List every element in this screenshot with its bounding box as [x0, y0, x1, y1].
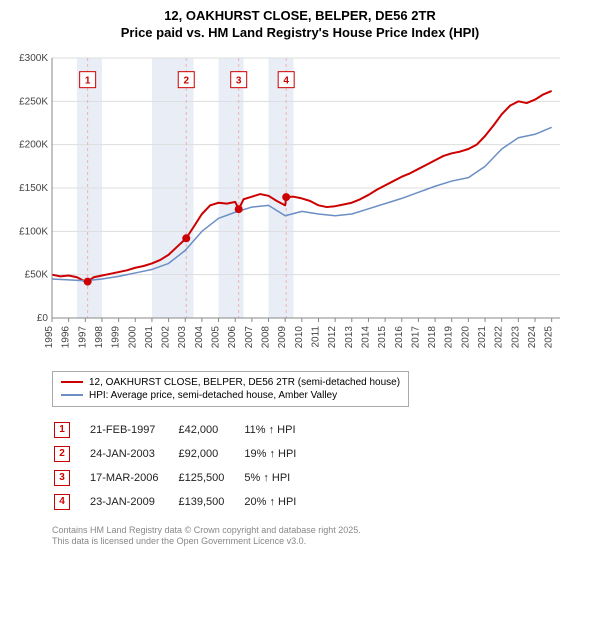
- svg-text:2008: 2008: [261, 325, 272, 348]
- footer-line: This data is licensed under the Open Gov…: [52, 536, 590, 548]
- svg-text:2019: 2019: [444, 325, 455, 348]
- transaction-date: 17-MAR-2006: [90, 467, 176, 489]
- svg-text:4: 4: [283, 75, 289, 86]
- legend-label: 12, OAKHURST CLOSE, BELPER, DE56 2TR (se…: [89, 377, 400, 388]
- page-title: 12, OAKHURST CLOSE, BELPER, DE56 2TR: [10, 8, 590, 25]
- transaction-date: 21-FEB-1997: [90, 419, 176, 441]
- svg-text:1999: 1999: [111, 325, 122, 348]
- legend: 12, OAKHURST CLOSE, BELPER, DE56 2TR (se…: [52, 371, 409, 407]
- marker-number-box: 4: [54, 494, 70, 510]
- svg-text:£50K: £50K: [25, 269, 49, 280]
- line-chart: £0 £50K £100K £150K £200K £250K £300K 1995 1996 1…: [10, 48, 570, 358]
- transaction-delta: 5% ↑ HPI: [244, 467, 314, 489]
- svg-text:1: 1: [85, 75, 91, 86]
- transaction-delta: 19% ↑ HPI: [244, 443, 314, 465]
- page-subtitle: Price paid vs. HM Land Registry's House …: [10, 25, 590, 42]
- legend-item: HPI: Average price, semi-detached house,…: [61, 389, 400, 402]
- transaction-row: 4 23-JAN-2009£139,50020% ↑ HPI: [54, 491, 314, 513]
- legend-swatch: [61, 394, 83, 396]
- transaction-price: £139,500: [178, 491, 242, 513]
- svg-text:2011: 2011: [310, 325, 321, 347]
- marker-number-box: 1: [54, 422, 70, 438]
- svg-text:2010: 2010: [294, 325, 305, 348]
- svg-text:2021: 2021: [477, 325, 488, 348]
- transaction-price: £42,000: [178, 419, 242, 441]
- chart-container: 12, OAKHURST CLOSE, BELPER, DE56 2TR Pri…: [0, 0, 600, 556]
- svg-text:2020: 2020: [460, 325, 471, 348]
- transactions-table: 1 21-FEB-1997£42,00011% ↑ HPI 2 24-JAN-2003…: [52, 417, 316, 515]
- svg-text:2003: 2003: [177, 325, 188, 348]
- svg-text:£250K: £250K: [19, 96, 48, 107]
- transaction-date: 23-JAN-2009: [90, 491, 176, 513]
- footer-line: Contains HM Land Registry data © Crown c…: [52, 525, 590, 537]
- svg-text:£100K: £100K: [19, 226, 48, 237]
- transaction-delta: 11% ↑ HPI: [244, 419, 314, 441]
- svg-text:2014: 2014: [360, 325, 371, 348]
- svg-text:1998: 1998: [94, 325, 105, 348]
- svg-text:2022: 2022: [494, 325, 505, 348]
- svg-text:2005: 2005: [211, 325, 222, 348]
- svg-text:2007: 2007: [244, 325, 255, 348]
- svg-text:£150K: £150K: [19, 183, 48, 194]
- svg-text:2023: 2023: [510, 325, 521, 348]
- svg-text:2013: 2013: [344, 325, 355, 348]
- marker-number-box: 3: [54, 470, 70, 486]
- svg-text:1997: 1997: [77, 325, 88, 348]
- marker-number-box: 2: [54, 446, 70, 462]
- svg-text:1995: 1995: [44, 325, 55, 348]
- chart-area: £0 £50K £100K £150K £200K £250K £300K 1995 1996 1…: [10, 48, 590, 363]
- transaction-delta: 20% ↑ HPI: [244, 491, 314, 513]
- svg-text:2009: 2009: [277, 325, 288, 348]
- legend-swatch: [61, 381, 83, 383]
- svg-text:2002: 2002: [161, 325, 172, 348]
- svg-text:£0: £0: [37, 313, 49, 324]
- svg-text:2017: 2017: [410, 325, 421, 348]
- svg-text:3: 3: [236, 75, 242, 86]
- svg-text:2004: 2004: [194, 325, 205, 348]
- svg-text:1996: 1996: [61, 325, 72, 348]
- svg-text:2015: 2015: [377, 325, 388, 348]
- transaction-row: 3 17-MAR-2006£125,5005% ↑ HPI: [54, 467, 314, 489]
- transaction-price: £125,500: [178, 467, 242, 489]
- svg-text:2: 2: [183, 75, 189, 86]
- svg-text:2000: 2000: [127, 325, 138, 348]
- svg-text:2001: 2001: [144, 325, 155, 348]
- footer-text: Contains HM Land Registry data © Crown c…: [52, 525, 590, 548]
- transaction-price: £92,000: [178, 443, 242, 465]
- svg-text:2025: 2025: [544, 325, 555, 348]
- svg-text:£200K: £200K: [19, 139, 48, 150]
- svg-text:2018: 2018: [427, 325, 438, 348]
- transaction-row: 2 24-JAN-2003£92,00019% ↑ HPI: [54, 443, 314, 465]
- svg-text:2012: 2012: [327, 325, 338, 348]
- transaction-row: 1 21-FEB-1997£42,00011% ↑ HPI: [54, 419, 314, 441]
- svg-text:2016: 2016: [394, 325, 405, 348]
- legend-label: HPI: Average price, semi-detached house,…: [89, 390, 337, 401]
- svg-text:£300K: £300K: [19, 53, 48, 64]
- transaction-date: 24-JAN-2003: [90, 443, 176, 465]
- svg-text:2024: 2024: [527, 325, 538, 348]
- svg-text:2006: 2006: [227, 325, 238, 348]
- legend-item: 12, OAKHURST CLOSE, BELPER, DE56 2TR (se…: [61, 376, 400, 389]
